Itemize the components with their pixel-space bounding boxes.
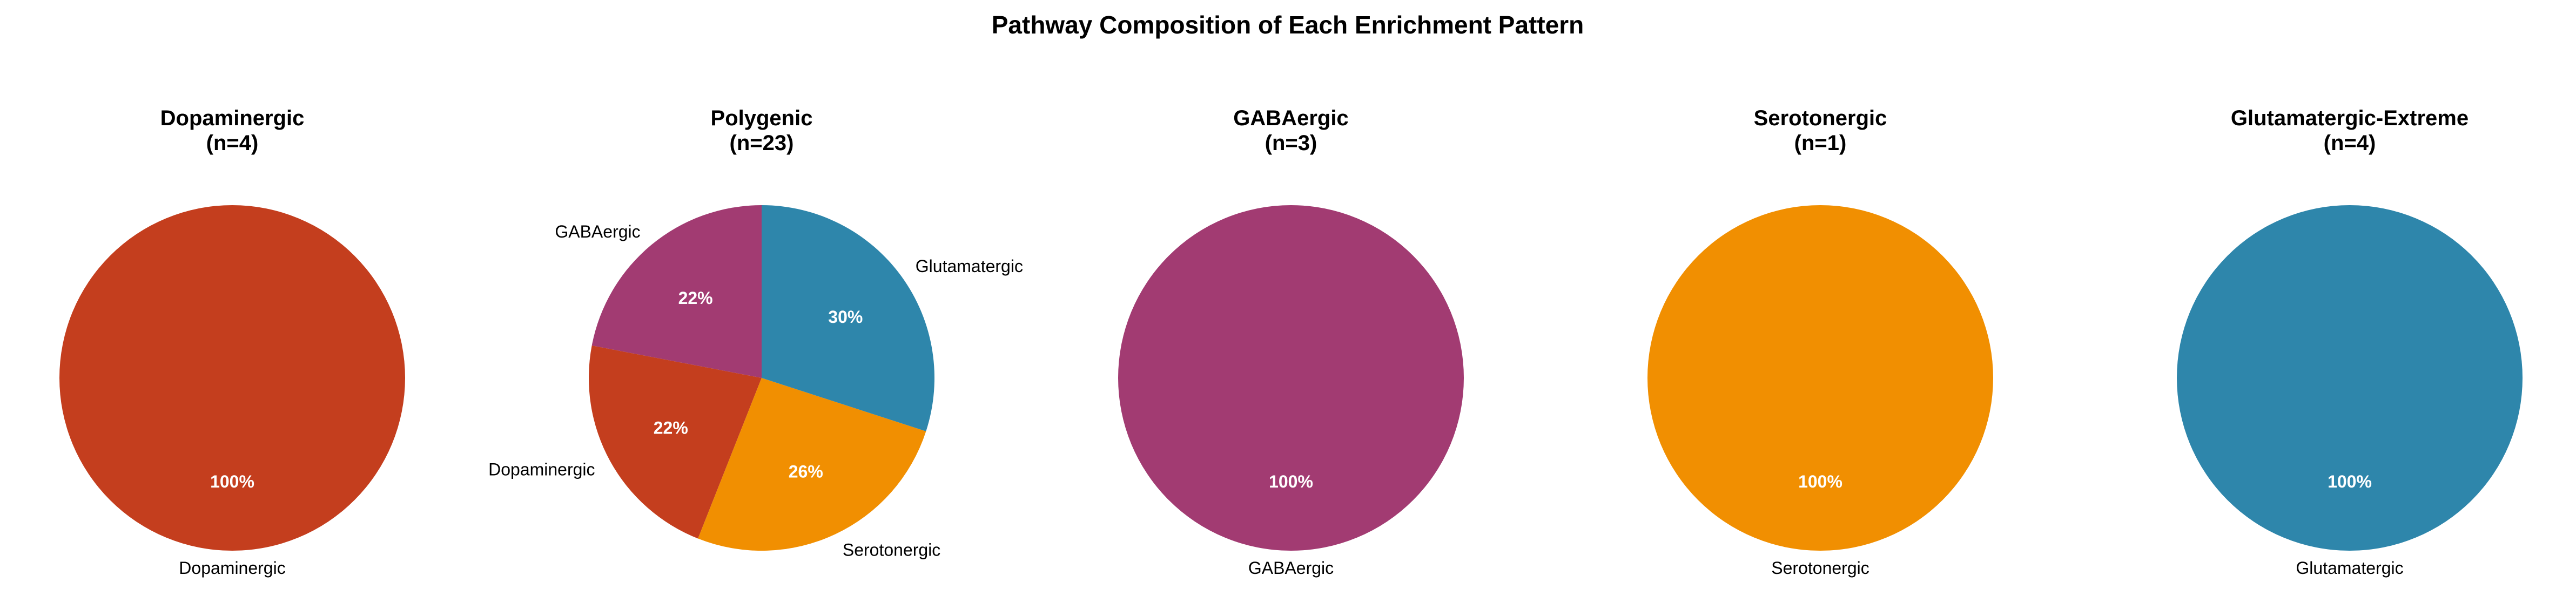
slice-percent-label: 100% [1269,472,1313,491]
slice-gabaergic [1118,205,1464,551]
pie-title: Polygenic [711,106,813,130]
slice-label: Serotonergic [1771,558,1869,578]
slice-percent-label: 100% [210,472,254,491]
slice-dopaminergic [589,346,762,539]
slice-percent-label: 22% [654,418,688,437]
pie-subtitle: (n=23) [730,131,794,155]
slice-label: Dopaminergic [488,460,595,479]
pie-title: Serotonergic [1754,106,1887,130]
slice-serotonergic [1647,205,1993,551]
pie-title: GABAergic [1233,106,1348,130]
slice-percent-label: 100% [2328,472,2372,491]
pie-subtitle: (n=4) [2324,131,2376,155]
pie-polygenic: Polygenic(n=23) GABAergic 22% Dopaminergic 2… [488,106,1023,559]
slice-label: Glutamatergic [2296,558,2403,578]
slice-label: Glutamatergic [916,256,1023,276]
slice-dopaminergic [59,205,405,551]
slice-glutamatergic [762,205,935,431]
pie-title: Dopaminergic [160,106,305,130]
slice-label: Dopaminergic [179,558,285,578]
slice-gabaergic [591,205,762,378]
pie-subtitle: (n=3) [1265,131,1317,155]
slice-label: GABAergic [1248,558,1334,578]
pie-title: Glutamatergic-Extreme [2231,106,2469,130]
pie-subtitle: (n=1) [1794,131,1847,155]
slice-percent-label: 26% [789,462,823,482]
figure-title: Pathway Composition of Each Enrichment P… [992,11,1584,39]
slice-glutamatergic [2177,205,2523,551]
slice-percent-label: 30% [828,307,863,327]
slice-label: GABAergic [555,222,640,241]
slice-percent-label: 22% [678,288,713,308]
pie-subtitle: (n=4) [206,131,259,155]
pie-glutamatergic-extreme: Glutamatergic-Extreme(n=4) Glutamatergic 1… [2177,106,2523,578]
pie-charts: Dopaminergic(n=4)Dopaminergic100%Polygen… [59,106,2523,578]
slice-label: Serotonergic [843,540,940,559]
slice-serotonergic [698,378,926,551]
slice-percent-label: 100% [1798,472,1842,491]
